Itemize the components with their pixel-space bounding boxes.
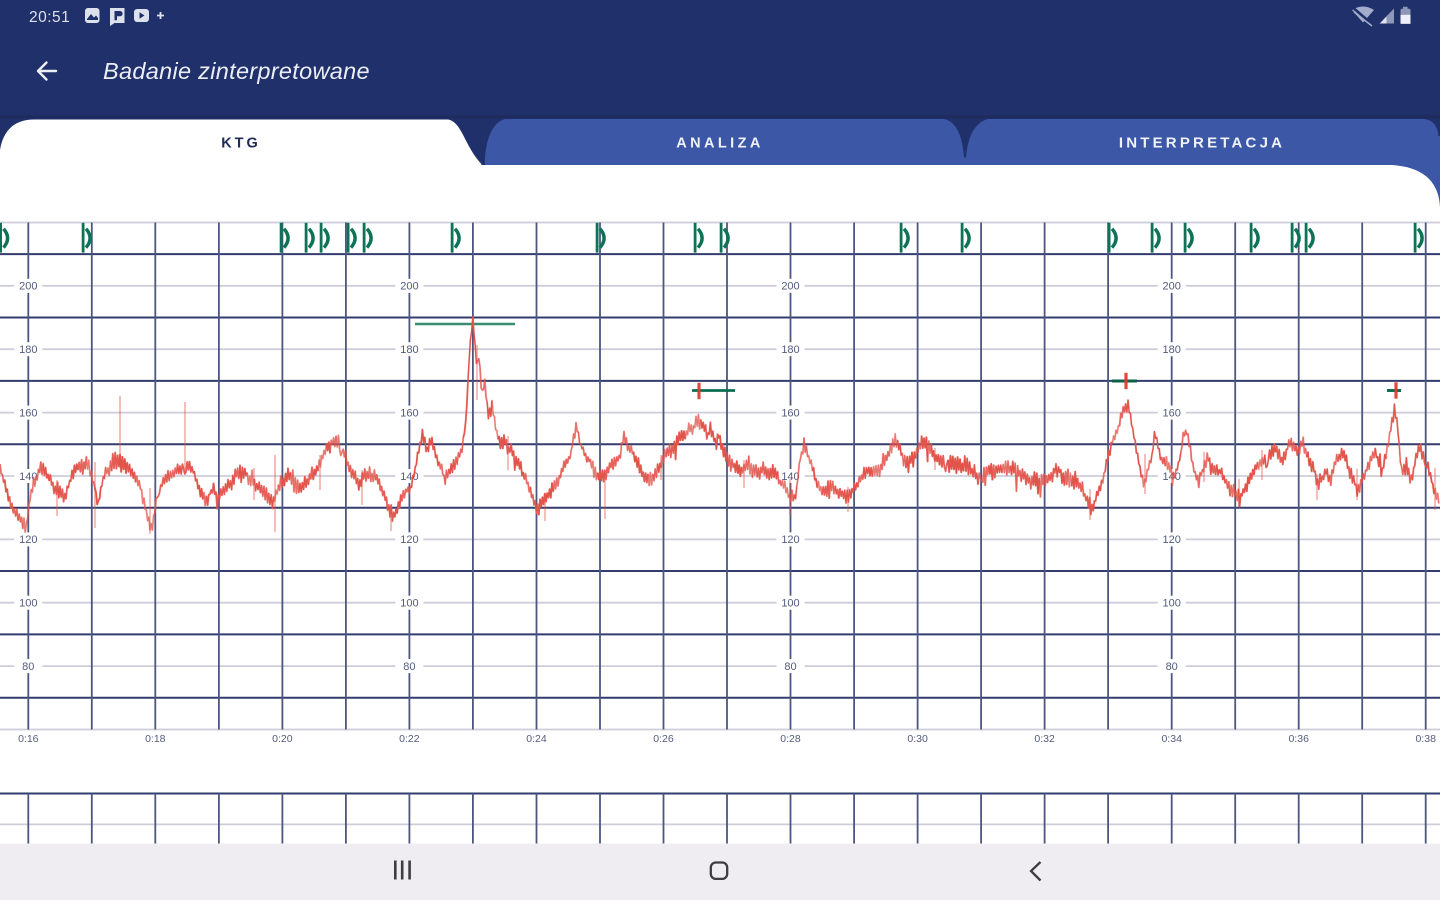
svg-text:120: 120 — [400, 534, 418, 546]
svg-text:180: 180 — [400, 344, 418, 356]
svg-text:0:22: 0:22 — [399, 733, 420, 745]
svg-text:160: 160 — [19, 407, 37, 419]
svg-text:120: 120 — [19, 534, 37, 546]
svg-text:0:32: 0:32 — [1034, 733, 1055, 745]
svg-text:100: 100 — [781, 598, 799, 610]
svg-text:100: 100 — [400, 598, 418, 610]
svg-text:140: 140 — [400, 471, 418, 483]
svg-text:100: 100 — [1163, 598, 1181, 610]
svg-text:200: 200 — [1163, 281, 1181, 293]
svg-text:120: 120 — [781, 534, 799, 546]
svg-text:80: 80 — [1166, 661, 1178, 673]
svg-text:20:51: 20:51 — [29, 9, 70, 26]
svg-text:100: 100 — [19, 598, 37, 610]
svg-text:0:38: 0:38 — [1415, 733, 1436, 745]
svg-text:200: 200 — [400, 281, 418, 293]
svg-text:80: 80 — [784, 661, 796, 673]
svg-text:0:34: 0:34 — [1161, 733, 1182, 745]
svg-text:KTG: KTG — [221, 136, 261, 152]
svg-text:160: 160 — [1163, 407, 1181, 419]
svg-text:160: 160 — [781, 407, 799, 419]
svg-text:180: 180 — [781, 344, 799, 356]
svg-text:180: 180 — [1163, 344, 1181, 356]
svg-text:80: 80 — [22, 661, 34, 673]
svg-text:0:26: 0:26 — [653, 733, 674, 745]
svg-text:ANALIZA: ANALIZA — [676, 136, 763, 152]
svg-text:0:18: 0:18 — [145, 733, 166, 745]
svg-text:INTERPRETACJA: INTERPRETACJA — [1119, 135, 1285, 152]
svg-text:0:28: 0:28 — [780, 733, 801, 745]
svg-text:0:30: 0:30 — [907, 733, 928, 745]
svg-text:140: 140 — [781, 471, 799, 483]
svg-text:200: 200 — [781, 281, 799, 293]
svg-text:0:16: 0:16 — [18, 733, 39, 745]
svg-text:160: 160 — [400, 407, 418, 419]
svg-text:200: 200 — [19, 281, 37, 293]
svg-text:0:24: 0:24 — [526, 733, 547, 745]
svg-text:180: 180 — [19, 344, 37, 356]
svg-text:80: 80 — [403, 661, 415, 673]
svg-text:Badanie zinterpretowane: Badanie zinterpretowane — [103, 58, 370, 84]
svg-text:0:20: 0:20 — [272, 733, 293, 745]
svg-text:0:36: 0:36 — [1288, 733, 1309, 745]
svg-text:120: 120 — [1163, 534, 1181, 546]
